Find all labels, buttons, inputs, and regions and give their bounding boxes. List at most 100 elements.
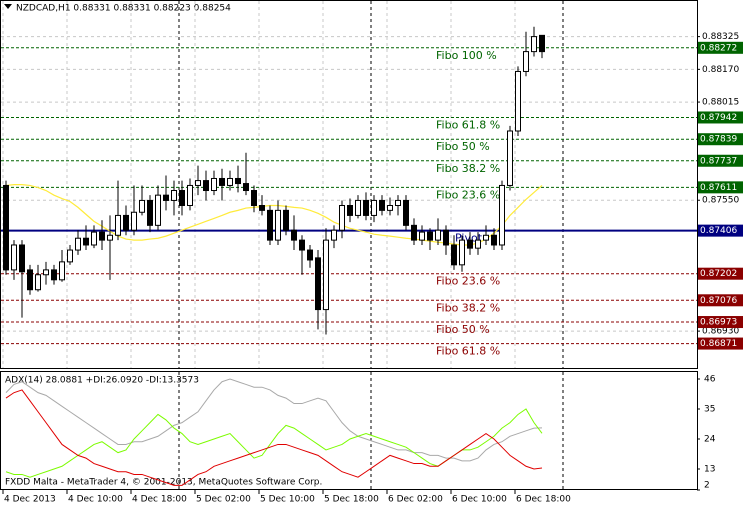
candle-body <box>171 190 177 201</box>
indicator-tick-label: 2 <box>704 481 710 491</box>
candle-body <box>219 177 225 186</box>
candle-body <box>531 36 537 53</box>
level-label: Fibo 61.8 % <box>436 345 500 358</box>
candle-body <box>227 177 233 186</box>
candle-body <box>387 205 393 211</box>
level-price-box <box>698 294 743 307</box>
collapse-icon <box>4 4 12 9</box>
level-label: Fibo 61.8 % <box>436 118 500 131</box>
candle-body <box>379 199 385 211</box>
candle-body <box>243 183 249 192</box>
indicator-title: ADX(14) 28.0881 +DI:26.0920 -DI:13.3573 <box>5 376 199 386</box>
level-label: Fibo 23.6 % <box>436 275 500 288</box>
main-frame <box>0 0 698 369</box>
x-tick-label: 4 Dec 10:00 <box>68 495 123 505</box>
candle-body <box>203 180 209 192</box>
indicator-line <box>5 389 543 486</box>
level-price-box <box>698 316 743 329</box>
candle-body <box>291 229 297 241</box>
indicator-tick-label: 46 <box>704 375 716 385</box>
level-label: Fibo 50 % <box>436 140 490 153</box>
indicator-tick-label: 24 <box>704 435 716 445</box>
candle-body <box>283 209 289 231</box>
level-label: Fibo 50 % <box>436 323 490 336</box>
candle-body <box>75 237 81 251</box>
candle-body <box>259 205 265 211</box>
level-price-label: 0.87076 <box>700 296 737 306</box>
candle-body <box>307 249 313 261</box>
x-tick-label: 5 Dec 18:00 <box>324 495 379 505</box>
candle-body <box>443 229 449 246</box>
candle-body <box>139 199 145 213</box>
candle-body <box>131 211 137 231</box>
candle-body <box>235 177 241 185</box>
level-price-box <box>698 224 743 237</box>
x-tick-label: 5 Dec 02:00 <box>196 495 251 505</box>
level-label: Fibo 38.2 % <box>436 162 500 175</box>
level-price-box <box>698 181 743 194</box>
level-price-label: 0.86973 <box>700 318 737 328</box>
y-tick-label: 0.87550 <box>702 196 739 206</box>
x-tick-label: 6 Dec 10:00 <box>452 495 507 505</box>
candle-body <box>371 199 377 216</box>
x-tick-label: 6 Dec 18:00 <box>516 495 571 505</box>
candle-body <box>35 274 41 291</box>
candle-body <box>147 199 153 226</box>
candle-body <box>523 51 529 72</box>
candle-body <box>427 231 433 241</box>
candle-body <box>339 205 345 231</box>
candle-body <box>123 214 129 231</box>
candle-body <box>363 199 369 216</box>
candle-body <box>395 199 401 207</box>
candle-body <box>315 257 321 311</box>
candle-body <box>211 177 217 192</box>
indicator-line <box>5 378 543 462</box>
candle-body <box>459 239 465 266</box>
candle-body <box>251 190 257 207</box>
level-price-label: 0.87611 <box>700 183 737 193</box>
candle-body <box>107 234 113 241</box>
x-tick-label: 4 Dec 2013 <box>4 495 56 505</box>
level-price-label: 0.86871 <box>700 339 737 349</box>
footer: FXDD Malta - MetaTrader 4, © 2001-2013, … <box>5 478 322 488</box>
y-tick-label: 0.86930 <box>702 327 739 337</box>
candle-body <box>411 224 417 241</box>
y-tick-label: 0.88325 <box>702 32 739 42</box>
candle-body <box>467 239 473 249</box>
candle-body <box>539 34 545 53</box>
moving-average <box>5 184 543 246</box>
level-label: Fibo 38.2 % <box>436 301 500 314</box>
candle-body <box>3 184 9 271</box>
level-price-box <box>698 154 743 167</box>
candle-body <box>499 184 505 246</box>
candle-body <box>195 180 201 186</box>
x-tick-label: 6 Dec 02:00 <box>388 495 443 505</box>
candle-body <box>91 231 97 246</box>
x-tick-label: 5 Dec 10:00 <box>260 495 315 505</box>
level-price-box <box>698 133 743 146</box>
candle-body <box>507 130 513 186</box>
y-tick-label: 0.88015 <box>702 98 739 108</box>
candle-body <box>419 231 425 241</box>
candle-body <box>187 184 193 207</box>
candle-body <box>483 234 489 241</box>
candle-body <box>275 209 281 241</box>
candle-body <box>267 209 273 241</box>
indicator-tick-label: 13 <box>704 465 715 475</box>
level-price-box <box>698 337 743 350</box>
candle-body <box>115 214 121 236</box>
indicator-tick-label: 35 <box>704 405 715 415</box>
candle-body <box>299 239 305 251</box>
level-price-box <box>698 267 743 280</box>
candle-body <box>435 229 441 241</box>
candle-body <box>491 234 497 246</box>
candle-body <box>515 70 521 132</box>
candle-body <box>59 261 65 281</box>
level-price-label: 0.87839 <box>700 135 737 145</box>
chart-header: NZDCAD,H1 0.88331 0.88331 0.88223 0.8825… <box>16 4 231 14</box>
candle-body <box>323 239 329 311</box>
y-tick-label: 0.88170 <box>702 65 739 75</box>
candle-body <box>11 244 17 271</box>
